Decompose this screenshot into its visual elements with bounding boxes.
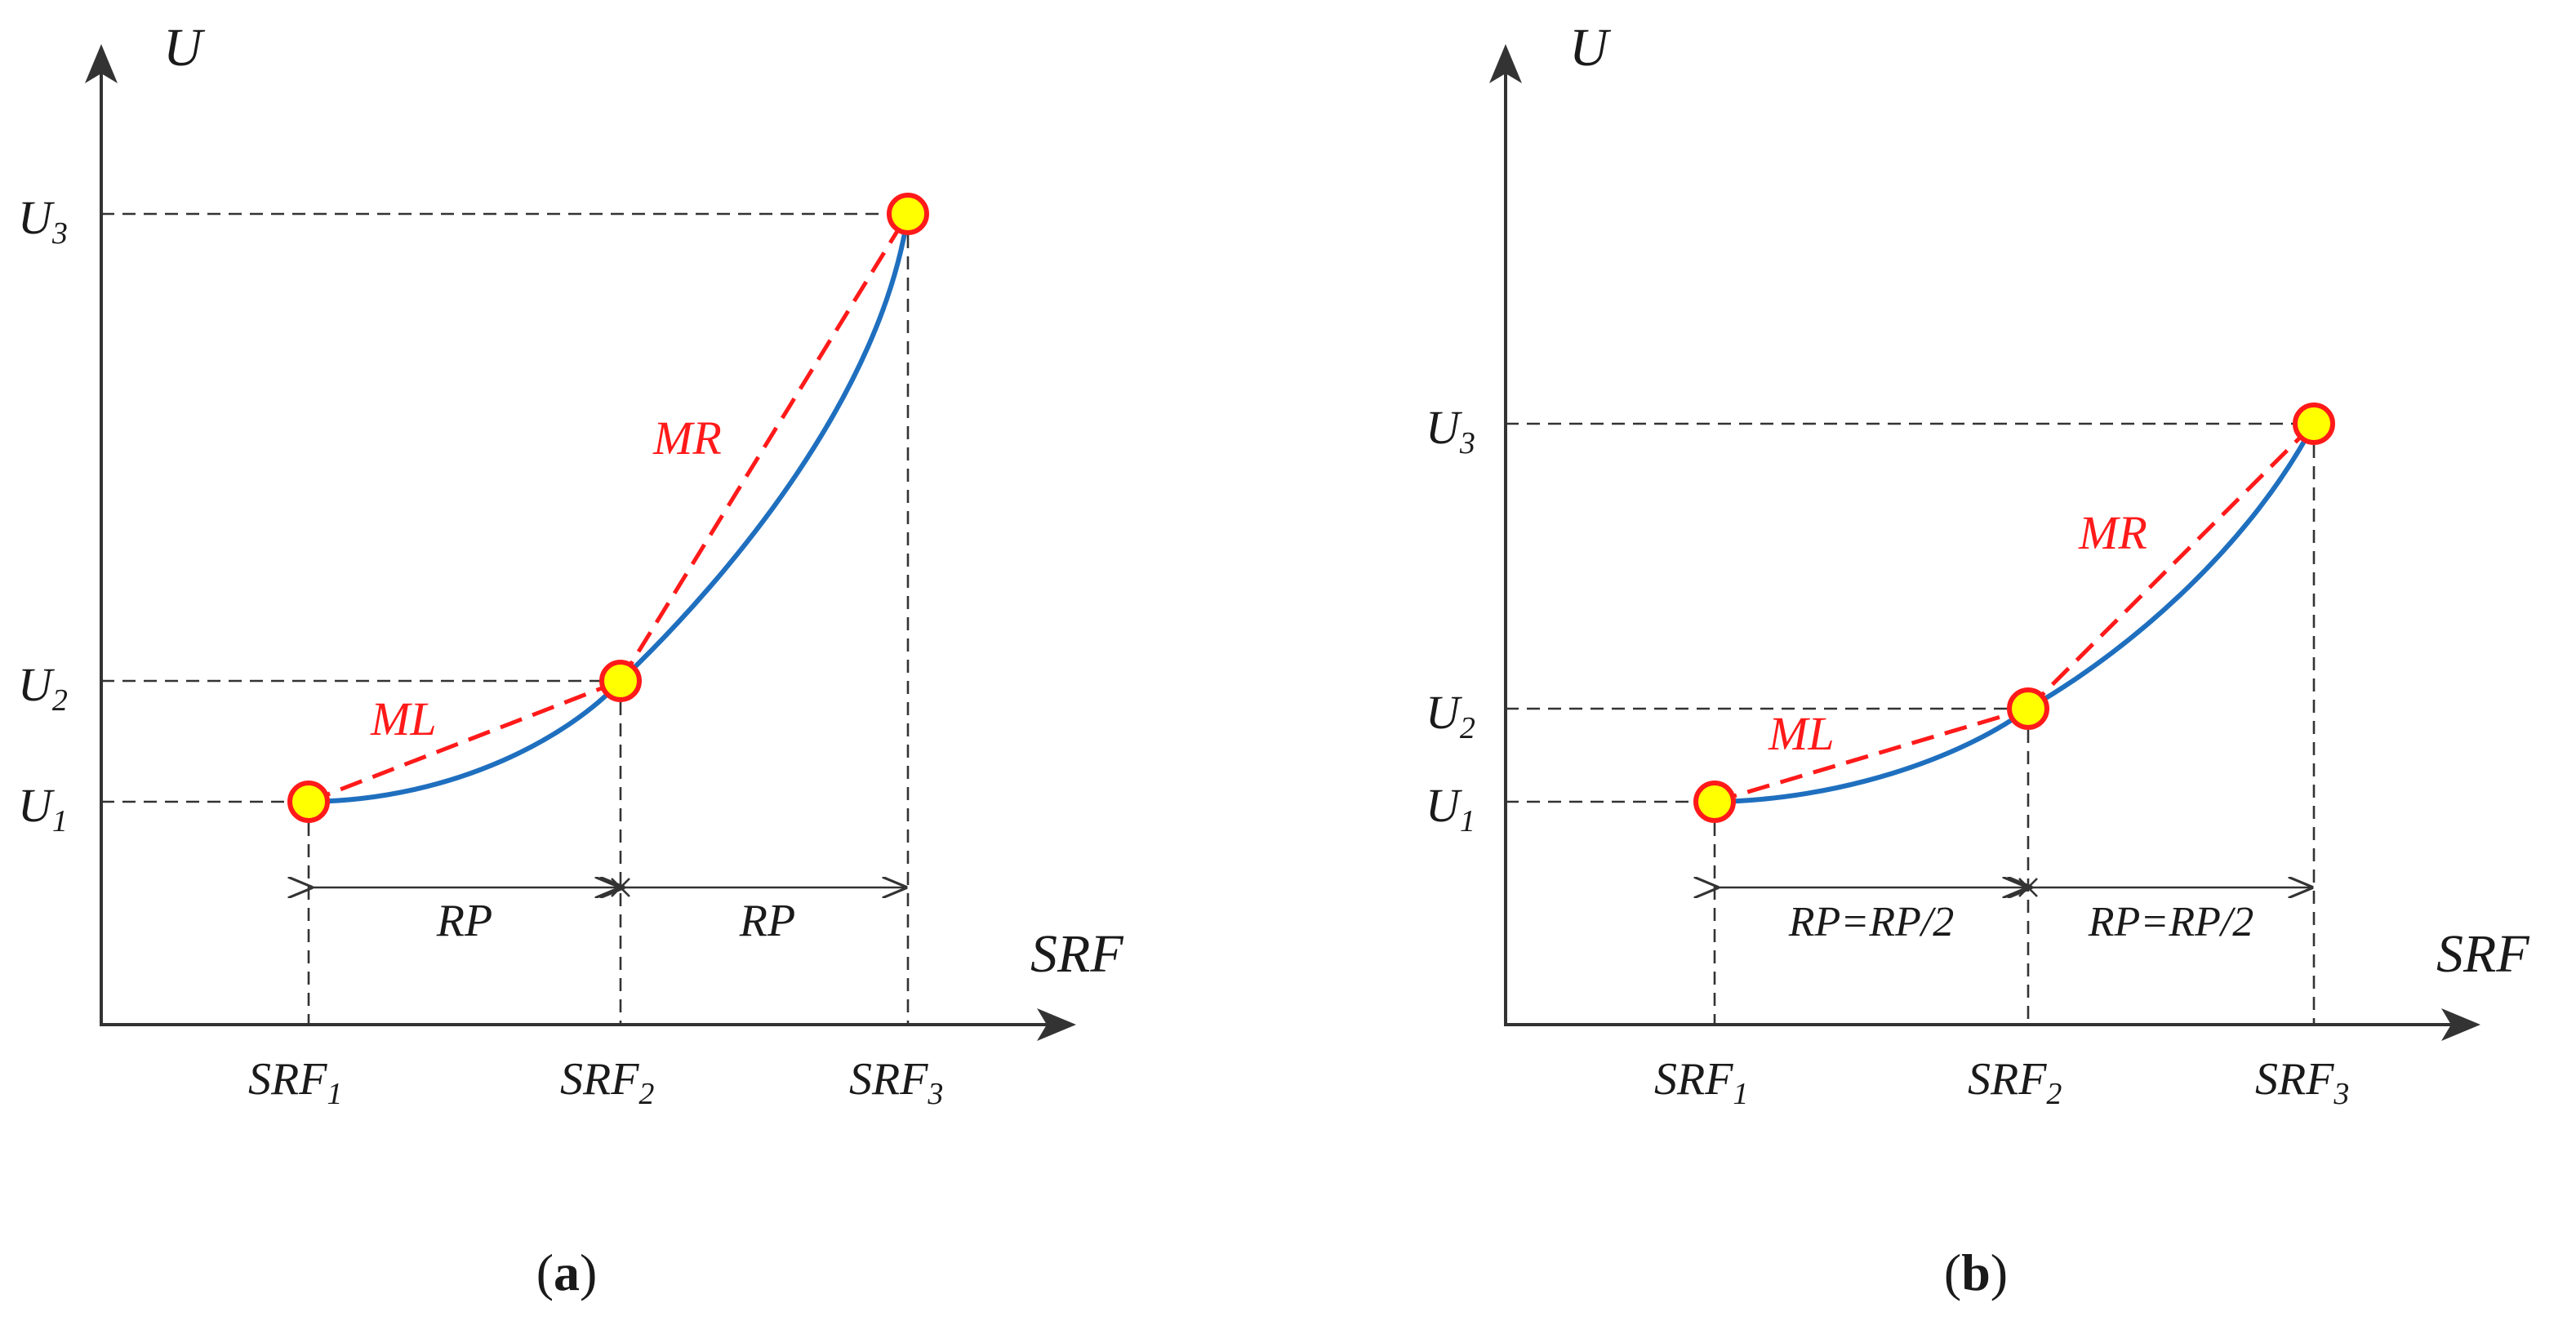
- mr-secant-a: [618, 212, 910, 683]
- point-3-a: [887, 193, 929, 235]
- rp-left-label-b: RP=RP/2: [1788, 899, 1955, 945]
- x-axis-label-b: SRF: [2436, 924, 2529, 984]
- panel-b: U SRF U3 U2 U1 SRF1 SRF2 SRF3 ML MR RP=R…: [1426, 18, 2529, 1301]
- srf3-label-a: SRF3: [849, 1054, 943, 1111]
- point-3-b: [2293, 403, 2335, 445]
- srf2-label-b: SRF2: [1968, 1054, 2062, 1111]
- u1-label-b: U1: [1426, 779, 1475, 838]
- ml-secant-b: [1714, 706, 2029, 804]
- srf2-label-a: SRF2: [560, 1054, 654, 1111]
- y-axis-label-b: U: [1569, 18, 1612, 78]
- cross-mark-b: [2018, 878, 2038, 897]
- mr-secant-b: [2027, 422, 2316, 710]
- point-2-b: [2007, 687, 2049, 730]
- u1-label-a: U1: [18, 779, 68, 838]
- srf1-label-b: SRF1: [1654, 1054, 1748, 1111]
- ml-secant-a: [308, 678, 621, 804]
- point-1-b: [1693, 781, 1736, 823]
- mr-label-a: MR: [652, 411, 722, 465]
- panel-a: U SRF U3 U2 U1 SRF1 SRF2 SRF3 ML MR RP R…: [18, 18, 1123, 1301]
- point-1-a: [287, 781, 330, 823]
- response-curve-a: [308, 213, 910, 804]
- cross-mark-a: [611, 878, 630, 897]
- u3-label-b: U3: [1426, 401, 1475, 460]
- mr-label-b: MR: [2078, 506, 2147, 559]
- u2-label-a: U2: [18, 658, 68, 718]
- ml-label-b: ML: [1768, 707, 1835, 760]
- caption-a: (a): [536, 1243, 598, 1301]
- rp-right-label-a: RP: [739, 896, 795, 946]
- ml-label-a: ML: [370, 692, 437, 745]
- caption-b: (b): [1944, 1243, 2008, 1301]
- rp-left-label-a: RP: [436, 896, 492, 946]
- srf3-label-b: SRF3: [2255, 1054, 2349, 1111]
- u2-label-b: U2: [1426, 686, 1475, 745]
- y-axis-label-a: U: [163, 18, 206, 78]
- point-2-a: [599, 660, 642, 702]
- rp-right-label-b: RP=RP/2: [2088, 899, 2254, 945]
- u3-label-a: U3: [18, 191, 68, 251]
- srf1-label-a: SRF1: [248, 1054, 342, 1111]
- x-axis-label-a: SRF: [1030, 924, 1123, 984]
